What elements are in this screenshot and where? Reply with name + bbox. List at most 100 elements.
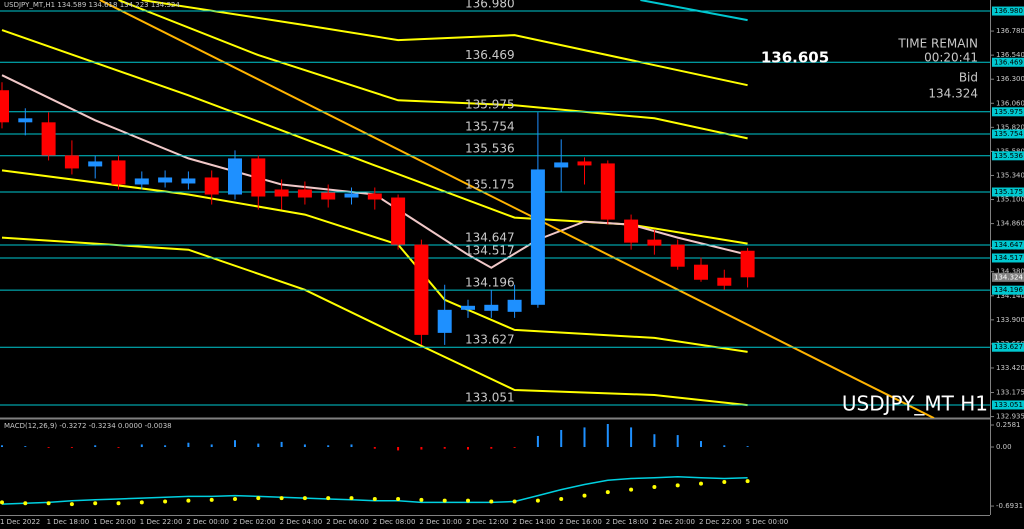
histogram-bar xyxy=(583,427,586,448)
candle-body xyxy=(158,177,173,183)
histogram-bar xyxy=(303,444,306,448)
bid-label: Bid xyxy=(959,71,978,85)
histogram-bar xyxy=(723,445,726,448)
histogram-bar xyxy=(420,447,423,450)
signal-dot xyxy=(559,496,564,501)
y-tick-label: 0.2581 xyxy=(996,421,1021,429)
histogram-bar xyxy=(24,446,27,448)
y-tick-label: 135.820 xyxy=(996,123,1024,131)
histogram-bar xyxy=(676,435,679,448)
histogram-bar xyxy=(47,447,50,448)
signal-dot xyxy=(139,500,144,505)
histogram-bar xyxy=(140,444,143,448)
level-price-box xyxy=(992,107,1024,117)
candle-body xyxy=(134,178,149,185)
level-price-box xyxy=(992,342,1024,352)
histogram-bar xyxy=(373,447,376,449)
candle-body xyxy=(41,122,56,156)
y-tick-label: 135.100 xyxy=(996,196,1024,204)
signal-dot xyxy=(675,483,680,488)
histogram-bar xyxy=(280,441,283,448)
candle-body xyxy=(228,158,242,195)
signal-dot xyxy=(23,501,28,506)
candle-body xyxy=(437,309,452,333)
candle-body xyxy=(297,189,312,198)
histogram-bar xyxy=(536,435,539,448)
signal-dot xyxy=(209,497,214,502)
level-price-label: 136.469 xyxy=(994,58,1023,66)
signal-dot xyxy=(186,498,191,503)
histogram-bar xyxy=(653,434,656,448)
level-price-label: 136.980 xyxy=(994,7,1023,15)
candle-body xyxy=(321,192,336,200)
level-price-label: 135.536 xyxy=(994,152,1023,160)
level-price-label: 133.051 xyxy=(994,401,1023,409)
candle-body xyxy=(507,299,522,312)
y-tick-label: 134.380 xyxy=(996,268,1024,276)
candle-body xyxy=(670,244,685,267)
histogram-bar xyxy=(117,447,120,448)
candle-body xyxy=(274,189,289,197)
level-label: 135.175 xyxy=(465,178,515,192)
histogram-bar xyxy=(746,446,749,448)
candle-body xyxy=(740,250,755,278)
x-tick-label: 2 Dec 20:00 xyxy=(652,518,695,526)
signal-dot xyxy=(279,496,284,501)
current-price-label: 134.324 xyxy=(994,273,1023,281)
candle-body xyxy=(484,304,499,311)
signal-dot xyxy=(722,479,727,484)
x-tick-label: 2 Dec 14:00 xyxy=(513,518,556,526)
candle-body xyxy=(554,162,569,168)
level-label: 135.754 xyxy=(465,119,515,133)
signal-dot xyxy=(349,496,354,501)
level-price-box xyxy=(992,240,1024,250)
candle-body xyxy=(530,169,545,305)
level-price-box xyxy=(992,187,1024,197)
candle-body xyxy=(577,161,592,166)
y-tick-label: 135.340 xyxy=(996,171,1024,179)
histogram-bar xyxy=(397,447,400,451)
signal-dot xyxy=(326,496,331,501)
histogram-bar xyxy=(94,445,97,448)
watermark: USDJPY_MT H1 xyxy=(842,392,988,416)
candle-body xyxy=(600,163,615,220)
level-price-box xyxy=(992,6,1024,16)
histogram-bar xyxy=(327,445,330,448)
level-price-label: 134.647 xyxy=(994,241,1023,249)
timer: 00:20:41 xyxy=(924,51,978,65)
y-tick-label: -0.6931 xyxy=(996,502,1023,510)
level-price-label: 134.196 xyxy=(994,286,1023,294)
candle-body xyxy=(181,178,196,184)
x-tick-label: 2 Dec 18:00 xyxy=(606,518,649,526)
x-tick-label: 2 Dec 02:00 xyxy=(233,518,276,526)
y-tick-label: 133.420 xyxy=(996,364,1024,372)
candle-body xyxy=(251,158,266,197)
macd-title: MACD(12,26,9) -0.3272 -0.3234 0.0000 -0.… xyxy=(4,422,172,430)
candle-body xyxy=(414,244,429,335)
histogram-bar xyxy=(560,429,563,448)
level-label: 133.051 xyxy=(465,390,515,404)
level-price-box xyxy=(992,253,1024,263)
signal-dot xyxy=(605,490,610,495)
indicator-line xyxy=(118,0,748,140)
level-label: 136.980 xyxy=(465,0,515,11)
histogram-bar xyxy=(164,445,167,448)
signal-dot xyxy=(489,499,494,504)
level-price-label: 133.627 xyxy=(994,343,1023,351)
histogram-bar xyxy=(187,442,190,448)
x-tick-label: 1 Dec 18:00 xyxy=(47,518,90,526)
histogram-bar xyxy=(350,444,353,448)
x-tick-label: 2 Dec 10:00 xyxy=(419,518,462,526)
signal-dot xyxy=(652,485,657,490)
y-tick-label: 136.060 xyxy=(996,99,1024,107)
level-price-box xyxy=(992,129,1024,139)
signal-dot xyxy=(396,496,401,501)
histogram-bar xyxy=(700,441,702,448)
indicator-line xyxy=(99,0,935,418)
candle-body xyxy=(694,264,708,280)
indicator-line xyxy=(1,29,748,245)
x-tick-label: 2 Dec 08:00 xyxy=(373,518,416,526)
